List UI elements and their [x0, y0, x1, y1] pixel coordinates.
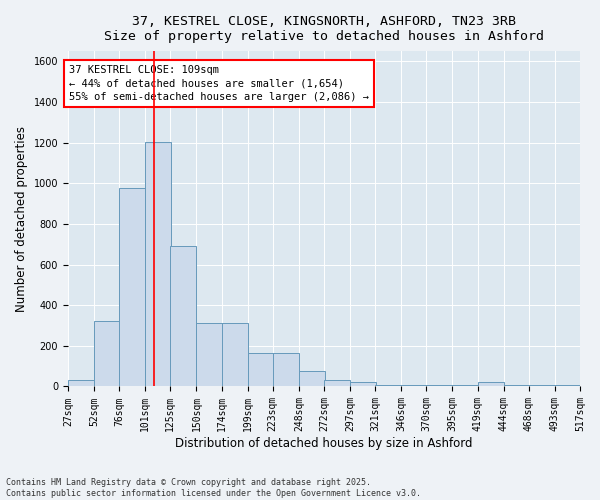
Bar	[68, 380, 94, 386]
Bar	[221, 324, 248, 386]
Bar	[119, 188, 145, 386]
Bar	[273, 353, 299, 386]
Title: 37, KESTREL CLOSE, KINGSNORTH, ASHFORD, TN23 3RB
Size of property relative to de: 37, KESTREL CLOSE, KINGSNORTH, ASHFORD, …	[104, 15, 544, 43]
Bar	[248, 353, 274, 386]
Bar	[94, 322, 120, 386]
Bar	[324, 380, 350, 386]
Bar	[350, 382, 376, 386]
Bar	[478, 382, 504, 386]
Bar	[299, 371, 325, 386]
Bar	[145, 142, 172, 386]
Y-axis label: Number of detached properties: Number of detached properties	[15, 126, 28, 312]
Text: 37 KESTREL CLOSE: 109sqm
← 44% of detached houses are smaller (1,654)
55% of sem: 37 KESTREL CLOSE: 109sqm ← 44% of detach…	[69, 66, 369, 102]
Bar	[196, 324, 223, 386]
X-axis label: Distribution of detached houses by size in Ashford: Distribution of detached houses by size …	[175, 437, 473, 450]
Text: Contains HM Land Registry data © Crown copyright and database right 2025.
Contai: Contains HM Land Registry data © Crown c…	[6, 478, 421, 498]
Bar	[170, 246, 196, 386]
